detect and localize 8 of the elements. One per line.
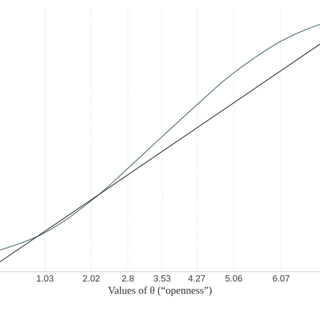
x-tick-label: 6.07 — [272, 275, 290, 282]
x-tick-label: 2.8 — [122, 275, 134, 282]
x-tick-label: 4.27 — [188, 275, 206, 282]
x-tick-label: 3.53 — [154, 275, 170, 282]
x-axis-title: Values of θ (“openness”) — [108, 286, 212, 296]
x-tick-label: 5.06 — [225, 275, 242, 282]
x-tick-label: 1.03 — [36, 275, 54, 282]
x-tick-label: 2.02 — [83, 275, 100, 282]
